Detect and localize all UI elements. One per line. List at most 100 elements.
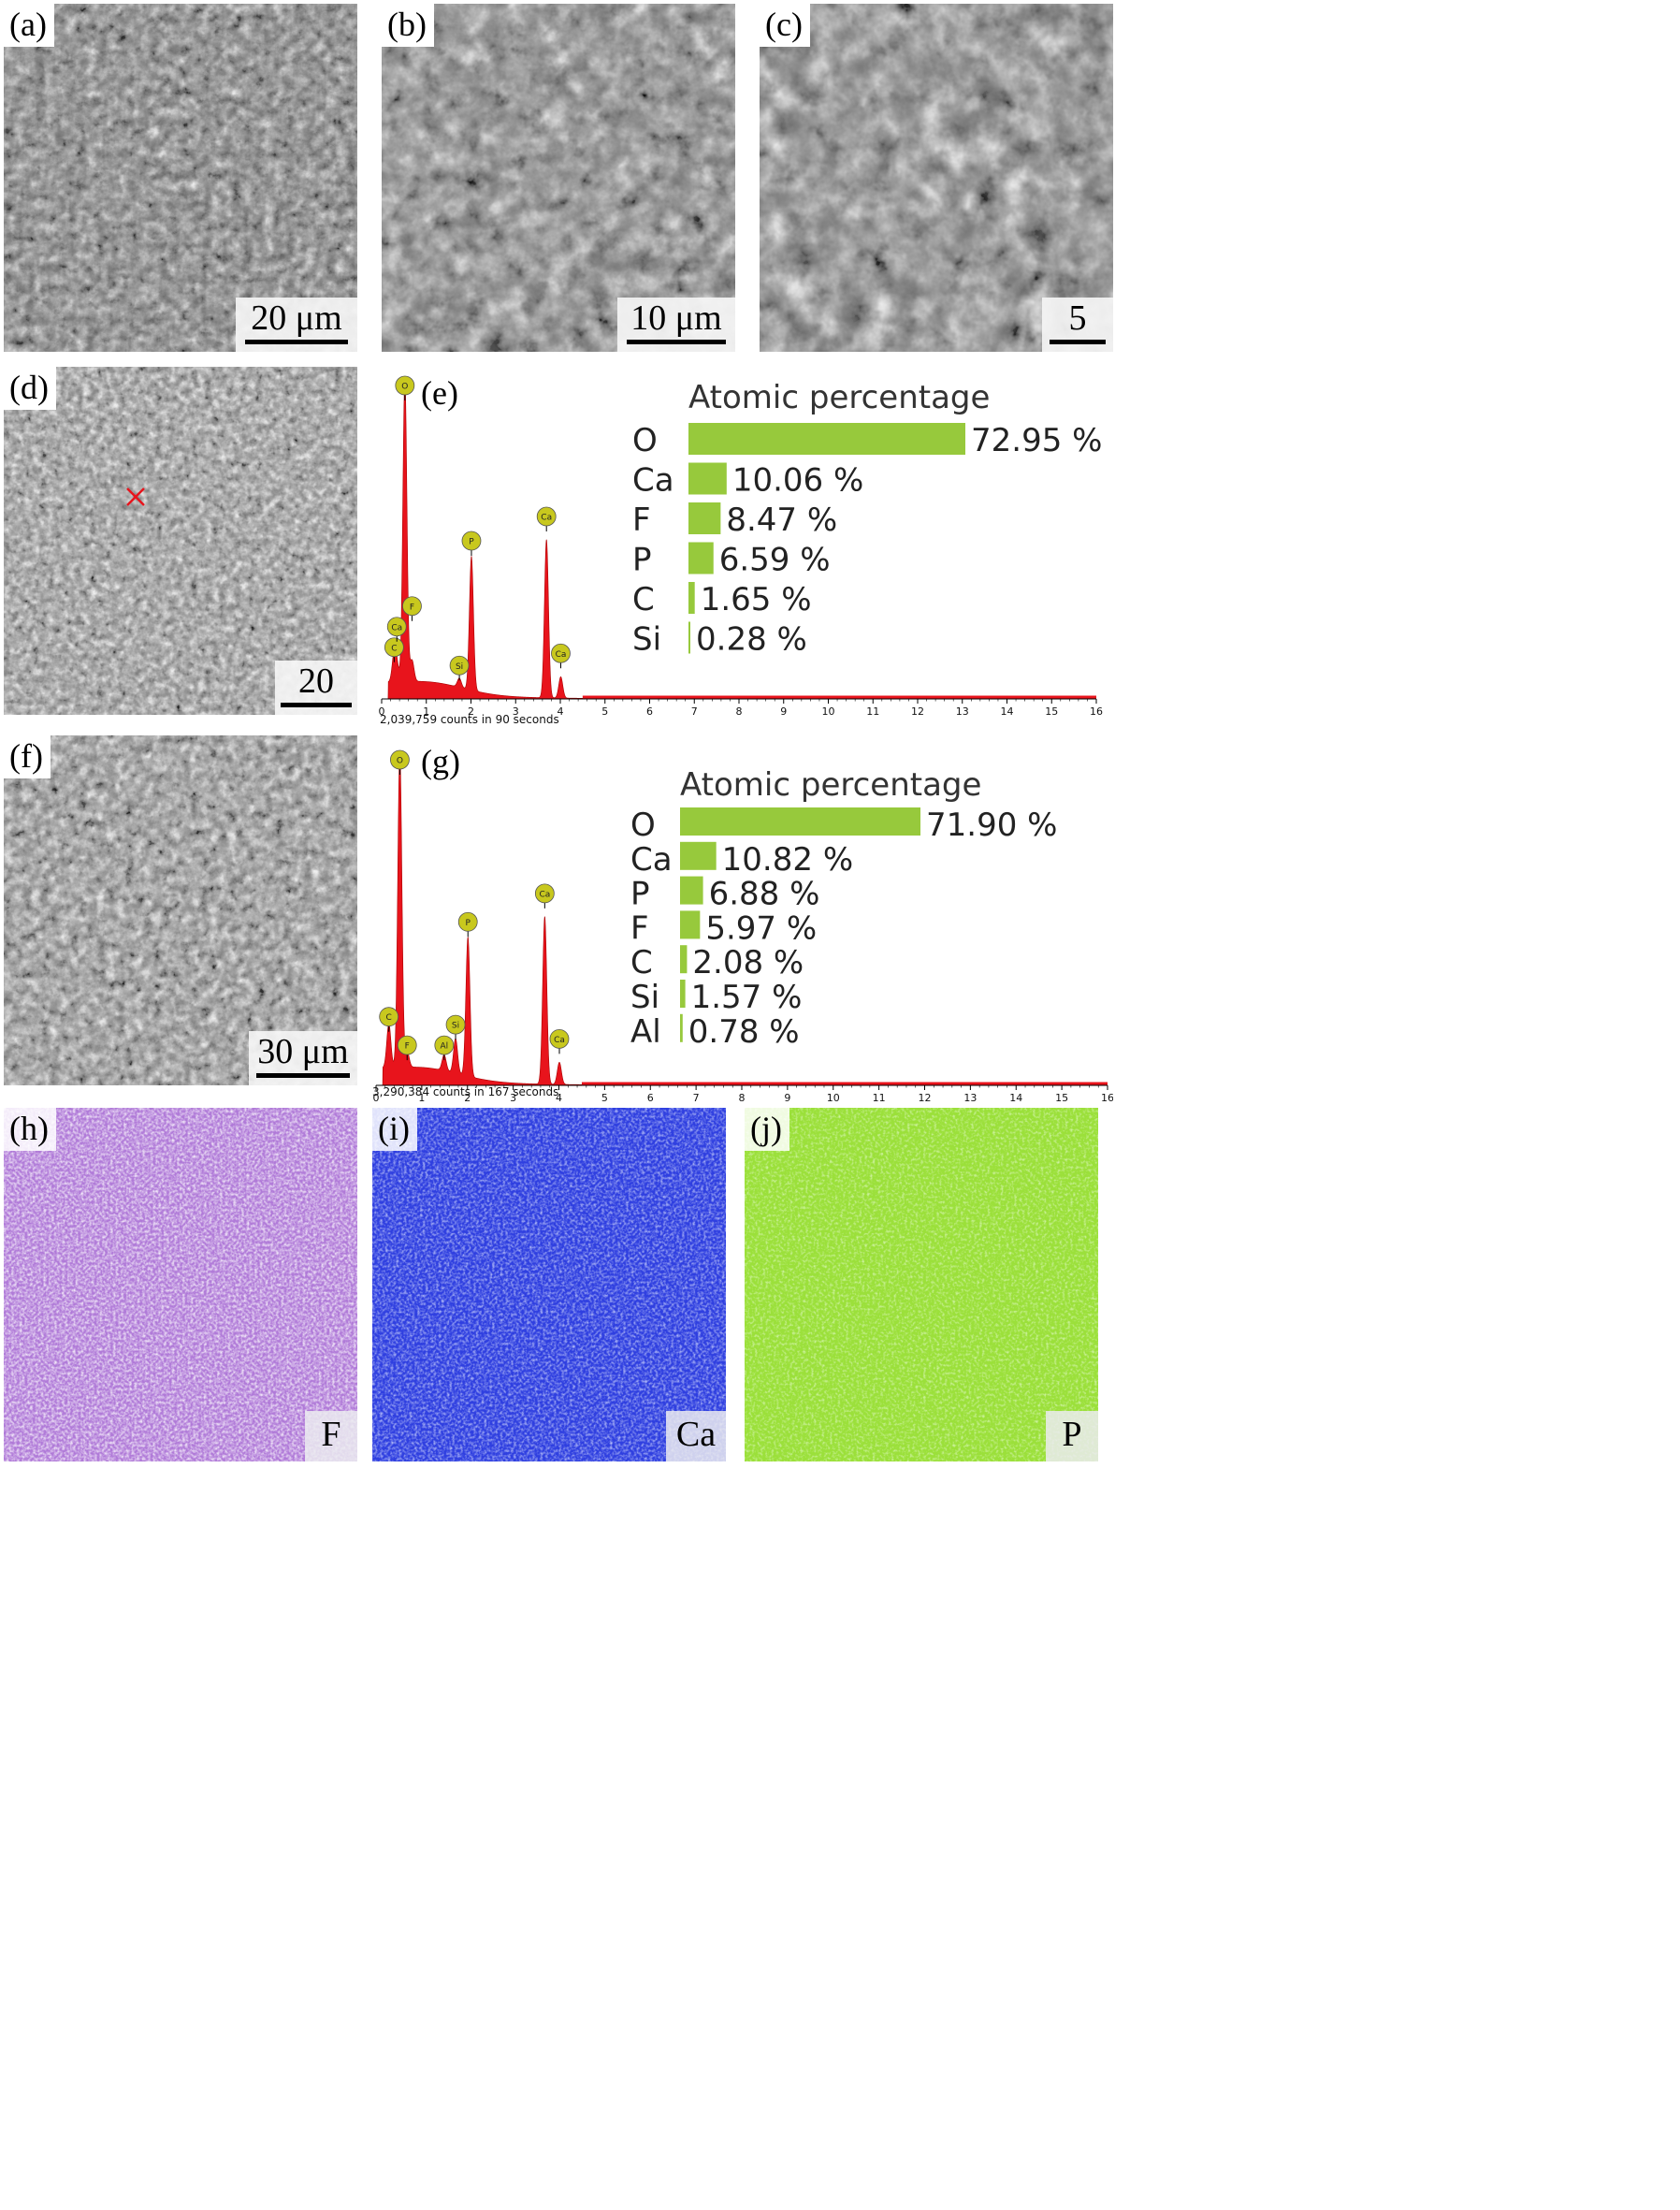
peak-marker-g-2 [397,1035,417,1055]
peak-label-g-2: F [405,1042,410,1052]
atomic-value-e-P: 6.59 % [719,542,831,579]
sem-image-a: (a) 20 μm [4,4,357,352]
x-tick-label-e-5: 5 [601,705,608,718]
x-tick-label-g-11: 11 [873,1092,886,1102]
peak-marker-e-6 [536,506,557,527]
peak-label-e-0: C [391,644,397,653]
x-tick-label-e-7: 7 [691,705,698,718]
x-tick-label-e-15: 15 [1045,705,1058,718]
element-map-h: (h) F [4,1108,357,1461]
x-tick-label-e-11: 11 [866,705,879,718]
scale-text-b: 10 μm [630,298,722,338]
scale-bar-a: 20 μm [236,298,357,352]
x-tick-label-g-15: 15 [1055,1092,1068,1102]
peak-label-g-5: P [466,919,471,928]
atomic-value-e-F: 8.47 % [726,502,837,539]
x-tick-label-g-1: 1 [418,1092,425,1102]
atomic-element-e-C: C [632,581,655,618]
atomic-value-g-P: 6.88 % [709,876,820,913]
map-element-label-F: F [305,1411,357,1461]
panel-label-c: (c) [760,4,810,47]
atomic-element-g-Al: Al [630,1013,661,1051]
x-tick-label-e-14: 14 [1001,705,1014,718]
sem-texture-c [760,4,1113,352]
peak-label-e-5: P [469,538,474,547]
counts-note-g: 3,290,384 counts in 167 seconds [372,1085,559,1098]
panel-label-a: (a) [4,4,54,47]
atomic-bar-e-O [688,423,965,455]
atomic-value-g-C: 2.08 % [692,944,804,981]
x-tick-label-g-6: 6 [647,1092,654,1102]
peak-marker-g-3 [434,1035,455,1055]
peak-label-e-4: Si [456,662,463,672]
atomic-value-g-O: 71.90 % [926,807,1057,844]
peak-marker-e-3 [402,596,422,617]
peak-marker-g-0 [379,1007,399,1027]
atomic-element-g-F: F [630,909,649,947]
atomic-element-e-O: O [632,422,658,459]
atomic-bar-g-Al [680,1013,683,1042]
peak-marker-e-1 [386,617,407,637]
x-tick-label-g-2: 2 [464,1092,471,1102]
atomic-element-e-P: P [632,542,652,579]
sem-texture-b [382,4,735,352]
atomic-bar-g-C [680,945,688,974]
atomic-element-g-P: P [630,876,650,913]
atomic-element-e-Ca: Ca [632,462,674,500]
x-tick-label-g-7: 7 [693,1092,700,1102]
bse-texture-d [4,367,357,715]
scale-bar-b: 10 μm [617,298,735,352]
atomic-title-e: Atomic percentage [688,379,990,416]
panel-label-d: (d) [4,367,56,410]
peak-label-g-0: C [386,1013,392,1023]
atomic-value-g-F: 5.97 % [705,909,817,947]
atomic-bar-e-Ca [688,462,727,495]
atomic-value-e-Ca: 10.06 % [732,462,863,500]
panel-label-j: (j) [745,1108,789,1151]
x-tick-label-g-0: 0 [373,1092,380,1102]
scale-text-a: 20 μm [251,298,342,338]
peak-marker-e-5 [461,531,482,551]
x-tick-label-e-13: 13 [956,705,969,718]
x-tick-label-g-9: 9 [784,1092,790,1102]
atomic-bar-g-Si [680,980,686,1008]
peak-label-e-7: Ca [556,650,567,660]
peak-label-g-7: Ca [554,1036,565,1045]
x-tick-label-g-8: 8 [739,1092,746,1102]
x-tick-label-e-2: 2 [468,705,474,718]
atomic-bar-e-P [688,542,714,574]
x-tick-label-e-6: 6 [646,705,653,718]
atomic-bar-e-Si [688,621,690,654]
atomic-bar-e-C [688,582,695,614]
peak-label-e-3: F [410,603,414,612]
peak-label-e-2: O [401,383,408,392]
atomic-element-g-Si: Si [630,979,659,1016]
x-tick-label-e-4: 4 [558,705,564,718]
panel-label-i: (i) [372,1108,417,1151]
atomic-bar-g-F [680,910,701,939]
x-tick-label-e-3: 3 [513,705,519,718]
atomic-bar-g-O [680,807,920,836]
peak-marker-g-7 [549,1028,570,1049]
counts-note-e: 2,039,759 counts in 90 seconds [380,713,559,726]
atomic-value-e-Si: 0.28 % [696,621,807,659]
x-tick-label-e-1: 1 [423,705,429,718]
atomic-element-e-Si: Si [632,621,661,659]
peak-label-g-3: Al [440,1042,448,1052]
panel-label-g: (g) [421,743,460,780]
peak-marker-g-1 [390,749,410,770]
x-tick-label-g-5: 5 [601,1092,608,1102]
peak-marker-e-4 [449,655,470,676]
sem-image-b: (b) 10 μm [382,4,735,352]
x-tick-label-g-10: 10 [827,1092,840,1102]
atomic-value-e-C: 1.65 % [701,581,812,618]
atomic-element-e-F: F [632,502,651,539]
scale-bar-f: 30 μm [249,1031,357,1085]
panel-label-h: (h) [4,1108,56,1151]
x-tick-label-g-12: 12 [919,1092,932,1102]
scale-text-f: 30 μm [257,1032,349,1071]
peak-marker-e-0 [384,637,404,658]
atomic-element-g-C: C [630,944,653,981]
x-tick-label-e-10: 10 [822,705,835,718]
